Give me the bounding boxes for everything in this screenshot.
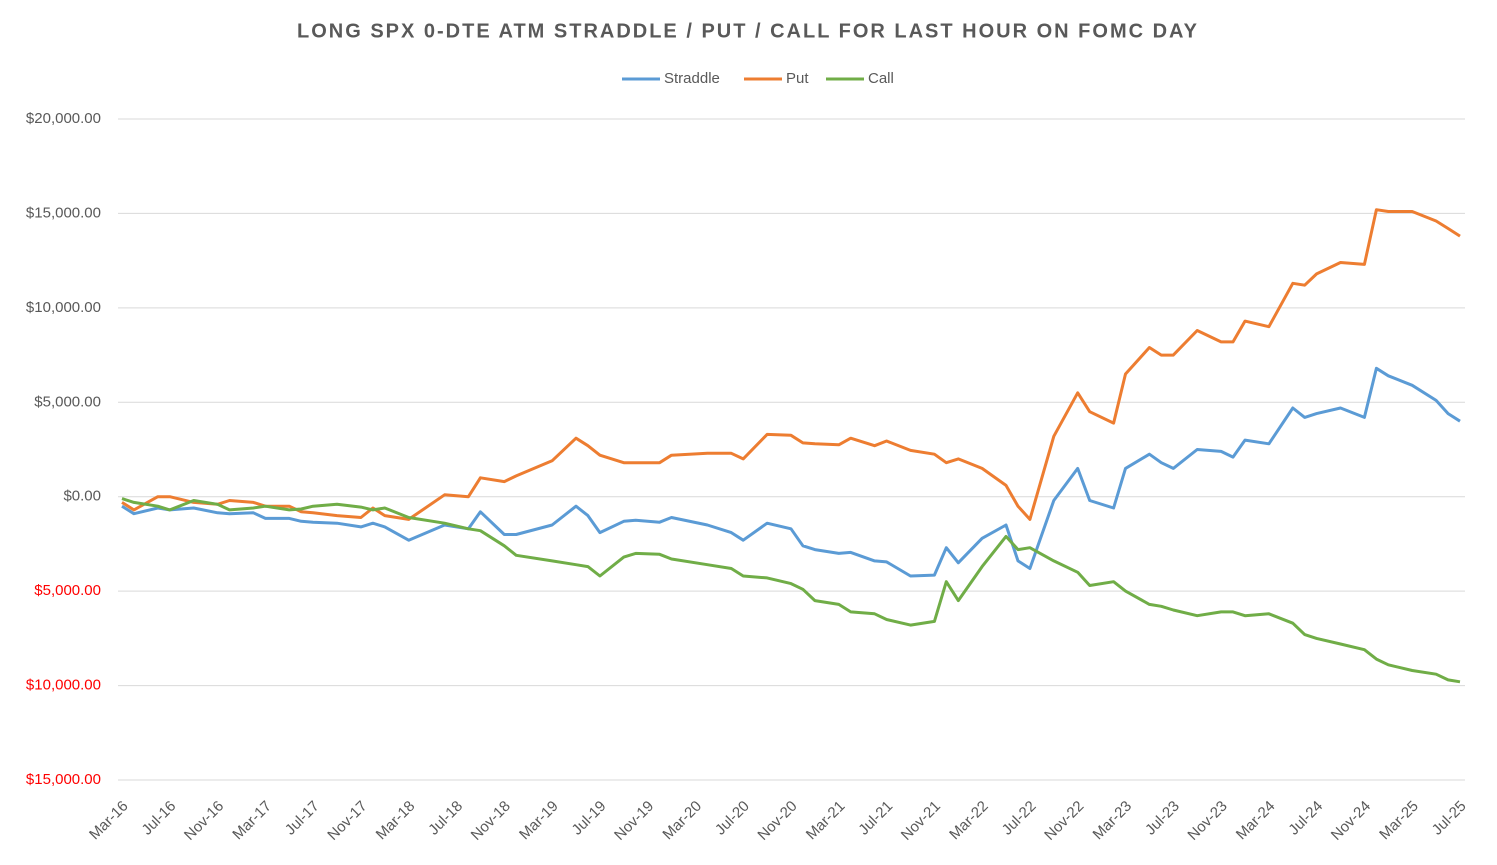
y-tick-label: $5,000.00 (34, 393, 101, 410)
x-tick-label: Jul-24 (1285, 798, 1326, 839)
y-tick-label: $5,000.00 (34, 582, 101, 599)
x-tick-label: Jul-16 (139, 798, 180, 839)
y-tick-label: $15,000.00 (26, 204, 101, 221)
x-tick-label: Nov-23 (1184, 798, 1230, 844)
x-tick-label: Nov-22 (1041, 798, 1087, 844)
x-tick-label: Mar-23 (1090, 798, 1136, 844)
x-tick-label: Nov-21 (898, 798, 944, 844)
x-tick-label: Mar-25 (1376, 798, 1422, 844)
x-tick-label: Jul-22 (999, 798, 1040, 839)
x-tick-label: Nov-24 (1328, 798, 1374, 844)
legend-label: Call (868, 70, 894, 87)
legend-label: Straddle (664, 70, 720, 87)
x-tick-label: Jul-19 (569, 798, 610, 839)
series-line (121, 366, 1461, 578)
x-tick-label: Jul-25 (1429, 798, 1470, 839)
x-tick-label: Jul-17 (282, 798, 323, 839)
x-tick-label: Jul-21 (855, 798, 896, 839)
y-tick-label: $10,000.00 (26, 299, 101, 316)
x-tick-label: Mar-19 (516, 798, 562, 844)
x-tick-label: Nov-20 (754, 798, 800, 844)
x-tick-label: Nov-19 (611, 798, 657, 844)
x-tick-label: Nov-17 (324, 798, 370, 844)
chart-title: LONG SPX 0-DTE ATM STRADDLE / PUT / CALL… (297, 20, 1199, 42)
x-tick-label: Nov-16 (181, 798, 227, 844)
y-tick-label: $0.00 (63, 488, 101, 505)
x-tick-label: Jul-23 (1142, 798, 1183, 839)
y-tick-label: $10,000.00 (26, 677, 101, 694)
x-tick-label: Mar-24 (1233, 798, 1279, 844)
x-tick-label: Mar-16 (86, 798, 132, 844)
x-tick-label: Mar-20 (659, 798, 705, 844)
x-tick-label: Mar-17 (229, 798, 275, 844)
y-tick-label: $15,000.00 (26, 771, 101, 788)
x-tick-label: Jul-20 (712, 798, 753, 839)
series-line (121, 497, 1461, 684)
x-tick-label: Mar-22 (946, 798, 992, 844)
legend-label: Put (786, 70, 809, 87)
x-tick-label: Nov-18 (468, 798, 514, 844)
x-tick-label: Mar-21 (803, 798, 849, 844)
y-tick-label: $20,000.00 (26, 110, 101, 127)
x-tick-label: Mar-18 (373, 798, 419, 844)
series-line (121, 208, 1461, 521)
x-tick-label: Jul-18 (425, 798, 466, 839)
